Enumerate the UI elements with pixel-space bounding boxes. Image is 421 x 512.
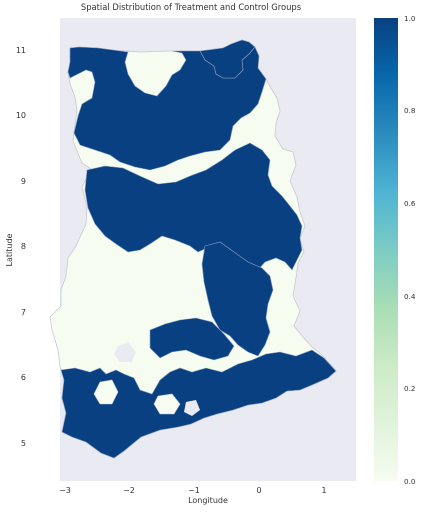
- x-axis: −3 −2 −1 0 1 Longitude: [59, 486, 326, 505]
- y-tick-label: 5: [21, 439, 26, 448]
- colorbar-tick-label: 0.0: [404, 477, 416, 486]
- no-data-gap-west: [114, 342, 136, 362]
- y-axis-label: Latitude: [5, 233, 14, 266]
- y-tick-label: 10: [16, 111, 26, 120]
- y-tick-label: 6: [21, 373, 26, 382]
- y-axis: 5 6 7 8 9 10 11 Latitude: [5, 46, 26, 448]
- x-tick-label: −1: [188, 486, 200, 495]
- colorbar-tick-label: 0.8: [404, 106, 416, 115]
- control-enclave-south-center: [153, 393, 181, 415]
- x-axis-label: Longitude: [188, 496, 228, 505]
- treatment-region-mid-south: [149, 317, 235, 361]
- no-data-gap-east: [184, 400, 200, 416]
- y-tick-label: 8: [21, 242, 26, 251]
- x-tick-label: 0: [256, 486, 261, 495]
- treatment-region-central-belt: [84, 142, 303, 271]
- treatment-region-south: [60, 349, 337, 459]
- colorbar-tick-label: 0.4: [404, 292, 416, 301]
- control-enclave-southwest: [93, 379, 119, 405]
- colorbar-tick-label: 0.2: [404, 384, 415, 393]
- treatment-region-northwest: [67, 46, 267, 171]
- chart-title: Spatial Distribution of Treatment and Co…: [81, 2, 301, 12]
- y-tick-label: 7: [21, 308, 26, 317]
- x-tick-label: −2: [123, 486, 135, 495]
- y-tick-label: 11: [16, 46, 26, 55]
- colorbar: 0.0 0.2 0.4 0.6 0.8 1.0: [374, 14, 416, 486]
- x-tick-label: 1: [321, 486, 326, 495]
- colorbar-gradient: [374, 18, 398, 481]
- x-tick-label: −3: [59, 486, 71, 495]
- y-tick-label: 9: [21, 177, 26, 186]
- treatment-region-east-corridor: [201, 241, 274, 357]
- colorbar-tick-label: 0.6: [404, 199, 416, 208]
- land-layer: [49, 39, 337, 459]
- colorbar-tick-label: 1.0: [404, 14, 416, 23]
- treatment-region-northeast: [199, 39, 256, 79]
